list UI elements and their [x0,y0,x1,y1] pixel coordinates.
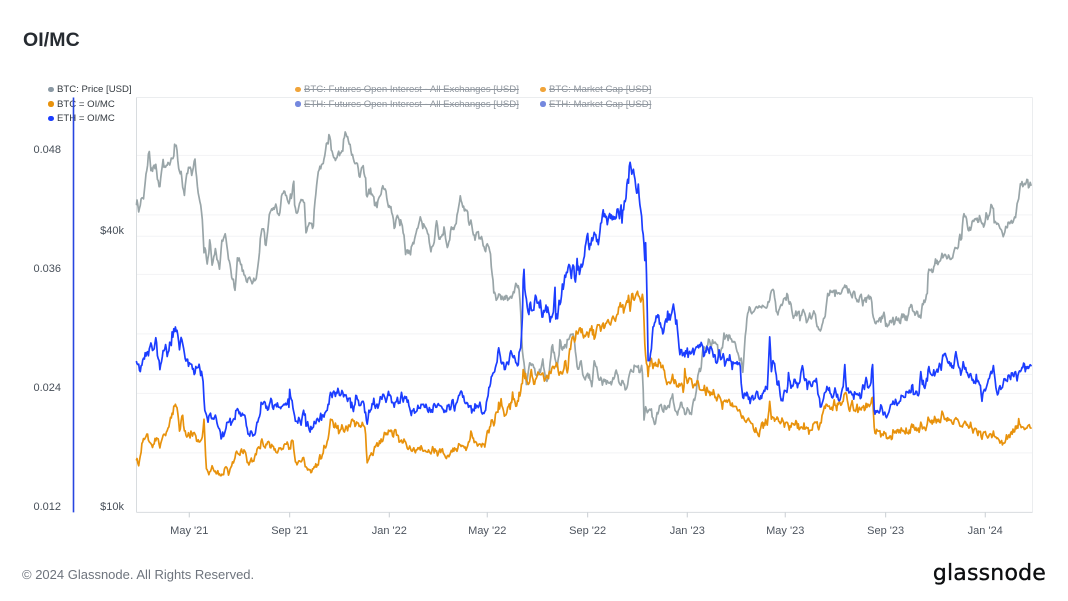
legend-dot-icon [295,86,301,93]
legend-column-market-cap: BTC: Market Cap [USD] ETH: Market Cap [US… [540,82,651,111]
legend-item-label: BTC: Market Cap [USD] [549,83,652,95]
y-axis-label-price: $10k [100,500,124,513]
legend-item[interactable]: BTC: Price [USD] [48,82,132,97]
series-btc-oimc [135,290,1032,477]
x-axis-label: May '23 [766,525,805,537]
series-eth-oimc [135,161,1032,440]
legend-item-label: ETH: Futures Open Interest - All Exchang… [304,98,519,110]
legend-item-label: BTC: Futures Open Interest - All Exchang… [304,83,519,95]
page-title: OI/MC [23,29,80,51]
legend-dot-icon [295,101,301,107]
legend-item-label: BTC: Price [USD] [57,83,132,95]
legend-item[interactable]: ETH: Futures Open Interest - All Exchang… [295,97,519,112]
y-axis-label-ratio: 0.024 [33,381,61,394]
x-axis-label: Jan '22 [371,525,407,537]
x-axis-label: Sep '23 [867,525,905,537]
x-axis-label: May '22 [468,525,507,537]
legend-dot-icon [48,86,54,93]
y-axis-label-ratio: 0.036 [33,262,61,275]
legend-item[interactable]: ETH = OI/MC [48,111,132,126]
y-axis-label-price: $40k [100,224,124,237]
legend-item[interactable]: ETH: Market Cap [USD] [540,97,651,112]
legend-item-label: BTC = OI/MC [57,98,115,110]
legend-dot-icon [48,115,54,122]
legend-dot-icon [540,101,546,107]
legend-item[interactable]: BTC: Futures Open Interest - All Exchang… [295,82,519,97]
x-axis-label: Jan '23 [669,525,705,537]
legend-item-label: ETH: Market Cap [USD] [549,98,652,110]
x-axis-label: Sep '21 [271,525,309,537]
legend-item-label: ETH = OI/MC [57,113,115,125]
legend-dot-icon [48,101,54,107]
glassnode-logo: glassnode [932,561,1046,586]
x-axis-label: Jan '24 [967,525,1003,537]
y-axis-label-ratio: 0.048 [33,143,61,156]
legend-item[interactable]: BTC: Market Cap [USD] [540,82,651,97]
y-axis-label-ratio: 0.012 [33,500,61,513]
legend-item[interactable]: BTC = OI/MC [48,97,132,112]
legend-column-futures-oi: BTC: Futures Open Interest - All Exchang… [295,82,519,111]
x-axis-label: Sep '22 [569,525,607,537]
legend-dot-icon [540,86,546,93]
series-btc-price [135,131,1032,426]
footer-copyright: © 2024 Glassnode. All Rights Reserved. [22,567,255,582]
x-axis-label: May '21 [170,525,209,537]
legend-column-active: BTC: Price [USD] BTC = OI/MC ETH = OI/MC [48,82,132,126]
